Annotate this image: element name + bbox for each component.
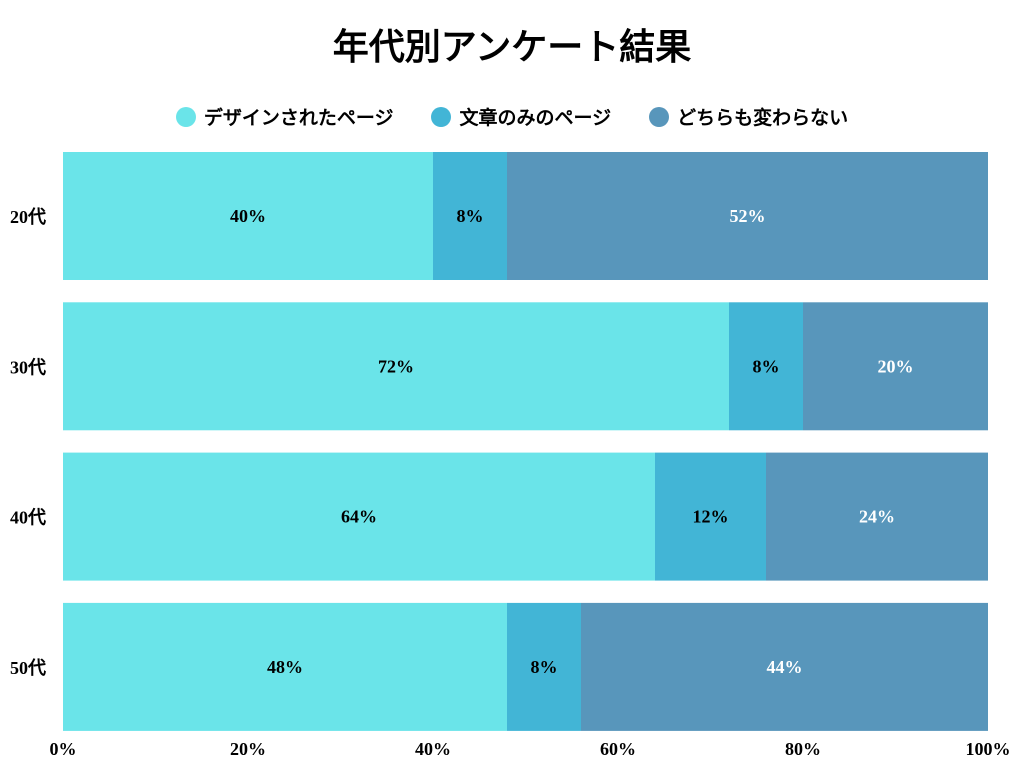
category-label: 50代 bbox=[10, 658, 46, 678]
legend-label: 文章のみのページ bbox=[459, 107, 612, 129]
chart-title: 年代別アンケート結果 bbox=[332, 27, 692, 68]
bar-segment bbox=[507, 602, 581, 731]
x-tick-label: 60% bbox=[600, 739, 636, 759]
data-label: 12% bbox=[693, 507, 729, 527]
x-tick-label: 40% bbox=[415, 739, 451, 759]
bar-segment bbox=[507, 152, 988, 280]
bar-segment bbox=[766, 452, 988, 581]
x-tick-label: 100% bbox=[966, 739, 1011, 759]
legend-marker bbox=[431, 106, 452, 127]
x-tick-label: 80% bbox=[785, 739, 821, 759]
category-label: 20代 bbox=[10, 207, 46, 227]
data-label: 24% bbox=[859, 507, 895, 527]
data-label: 48% bbox=[267, 657, 303, 677]
legend-marker bbox=[649, 106, 670, 127]
bar-segment bbox=[803, 302, 988, 431]
data-label: 52% bbox=[730, 206, 766, 226]
bar-segment bbox=[63, 302, 729, 431]
bar-segment bbox=[433, 152, 507, 280]
category-label: 30代 bbox=[10, 357, 46, 377]
legend-marker bbox=[175, 106, 196, 127]
legend: デザインされたページ 文章のみのページ どちらも変わらない bbox=[0, 103, 1024, 130]
data-label: 44% bbox=[767, 657, 803, 677]
data-label: 64% bbox=[341, 507, 377, 527]
legend-item: デザインされたページ bbox=[175, 103, 394, 130]
bar-segment bbox=[655, 452, 766, 581]
x-tick-label: 0% bbox=[50, 739, 77, 759]
data-label: 8% bbox=[457, 206, 484, 226]
bar-segment bbox=[729, 302, 803, 431]
bar-segment bbox=[581, 602, 988, 731]
bar-segment bbox=[63, 452, 655, 581]
data-label: 8% bbox=[531, 657, 558, 677]
data-label: 40% bbox=[230, 206, 266, 226]
x-tick-label: 20% bbox=[230, 739, 266, 759]
legend-label: デザインされたページ bbox=[203, 107, 394, 129]
bar-segment bbox=[63, 152, 433, 280]
data-label: 8% bbox=[753, 356, 780, 376]
category-label: 40代 bbox=[10, 508, 46, 528]
data-label: 20% bbox=[878, 356, 914, 376]
legend-item: どちらも変わらない bbox=[649, 103, 848, 130]
data-label: 72% bbox=[378, 356, 414, 376]
legend-item: 文章のみのページ bbox=[431, 103, 611, 130]
bar-segment bbox=[63, 602, 507, 731]
legend-label: どちらも変わらない bbox=[677, 107, 849, 129]
